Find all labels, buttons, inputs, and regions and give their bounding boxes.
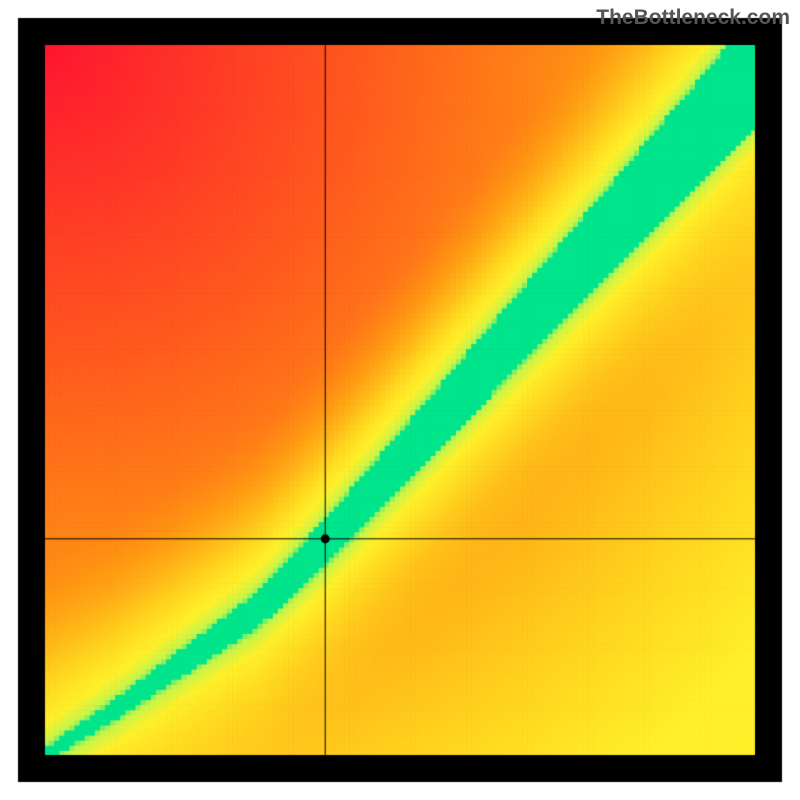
chart-container: TheBottleneck.com xyxy=(0,0,800,800)
watermark-text: TheBottleneck.com xyxy=(596,6,790,30)
bottleneck-heatmap xyxy=(0,0,800,800)
